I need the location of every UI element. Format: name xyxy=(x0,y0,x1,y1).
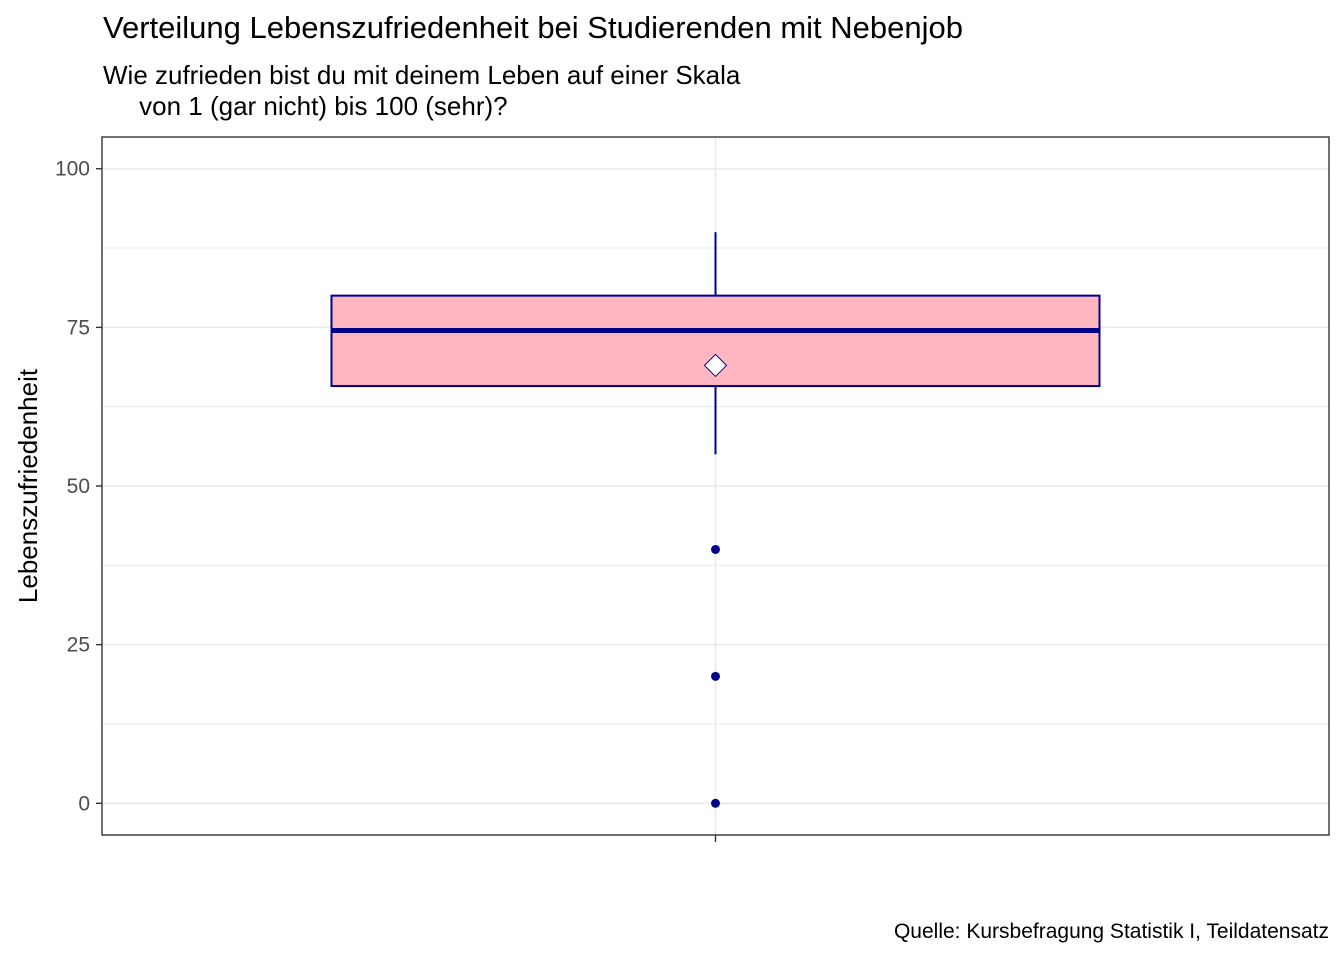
boxplot-marks xyxy=(330,232,1101,808)
mean-marker xyxy=(703,353,728,378)
y-tick-label: 75 xyxy=(67,316,90,339)
y-tick-label: 25 xyxy=(67,634,90,657)
chart-title: Verteilung Lebenszufriedenheit bei Studi… xyxy=(103,10,963,45)
y-tick-label: 100 xyxy=(55,158,90,181)
y-tick-label: 0 xyxy=(78,792,90,815)
y-axis: 0 25 50 75 100 xyxy=(55,158,717,842)
y-tick-label: 50 xyxy=(67,475,90,498)
outlier-point xyxy=(711,671,720,681)
chart-caption: Quelle: Kursbefragung Statistik I, Teild… xyxy=(893,920,1329,943)
chart-subtitle: Wie zufrieden bist du mit deinem Leben a… xyxy=(103,60,741,121)
outlier-point xyxy=(711,544,720,554)
outlier-point xyxy=(711,798,720,808)
y-axis-title: Lebenszufriedenheit xyxy=(13,368,43,603)
